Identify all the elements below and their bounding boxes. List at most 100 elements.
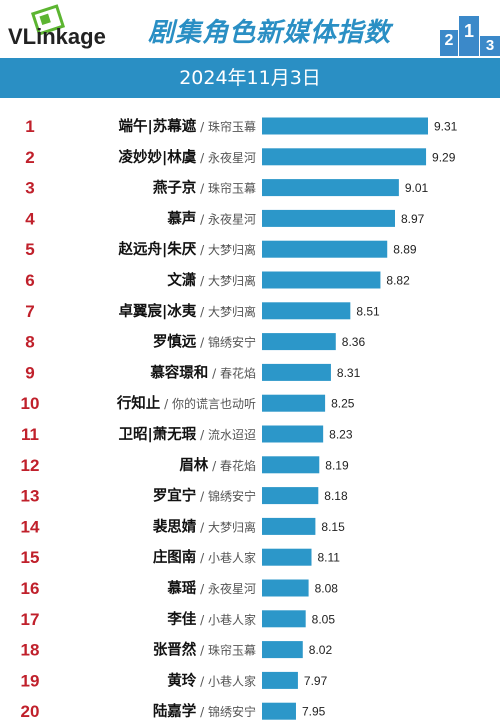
role-name: 赵远舟|朱厌 [118,240,197,258]
rank-label: 18 [21,641,40,660]
value-label: 7.97 [304,674,328,688]
role-name: 凌妙妙|林虞 [119,148,197,166]
bar [262,425,324,443]
bar [262,610,306,628]
rank-label: 9 [25,363,34,382]
rank-label: 11 [21,425,39,444]
role-label: 张晋然 / 珠帘玉幕 [153,641,256,659]
show-name: / 你的谎言也动听 [160,396,256,411]
show-name: / 永夜星河 [196,581,256,596]
rank-label: 1 [25,117,34,136]
role-label: 慕声 / 永夜星河 [167,209,256,227]
role-label: 罗慎远 / 锦绣安宁 [153,333,256,351]
show-name: / 锦绣安宁 [196,335,256,350]
role-label: 庄图南 / 小巷人家 [153,548,256,566]
show-name: / 春花焰 [208,365,256,380]
bar [262,271,381,289]
role-name: 端午|苏幕遮 [119,117,197,135]
rank-label: 4 [25,209,35,228]
bar [262,394,326,412]
bar [262,548,312,566]
header: VLinkage 剧集角色新媒体指数 2 1 3 [0,0,500,60]
value-label: 8.18 [324,489,348,503]
role-name: 燕子京 [153,179,197,197]
rank-label: 3 [25,179,34,198]
value-label: 8.11 [318,551,341,565]
role-label: 眉林 / 春花焰 [179,456,256,474]
bar [262,363,331,381]
rank-label: 13 [21,487,40,506]
logo: VLinkage [8,4,118,49]
role-label: 凌妙妙|林虞 / 永夜星河 [119,148,256,166]
bar [262,240,388,258]
show-name: / 大梦归离 [196,304,256,319]
bar [262,579,309,597]
show-name: / 流水迢迢 [196,428,256,442]
rank-label: 17 [21,610,40,629]
podium-second: 2 [440,30,458,56]
bar [262,641,303,659]
value-label: 7.95 [302,705,326,719]
rank-label: 20 [21,702,40,720]
show-name: / 珠帘玉幕 [196,643,256,658]
bar [262,333,336,351]
logo-text: VLinkage [8,24,106,49]
role-label: 黄玲 / 小巷人家 [167,671,256,689]
show-name: / 大梦归离 [196,273,256,288]
role-label: 端午|苏幕遮 / 珠帘玉幕 [119,117,256,135]
role-label: 慕瑶 / 永夜星河 [167,579,256,597]
role-name: 裴思婧 [152,517,197,535]
role-name: 李佳 [166,610,196,628]
bar [262,702,296,720]
bar [262,302,351,320]
rank-label: 19 [21,671,40,690]
value-label: 8.97 [401,212,425,226]
value-label: 8.31 [337,366,361,380]
role-label: 陆嘉学 / 锦绣安宁 [153,702,256,720]
role-label: 燕子京 / 珠帘玉幕 [153,179,256,197]
bar [262,209,395,227]
show-name: / 大梦归离 [196,242,256,257]
bar [262,148,427,166]
rank-label: 2 [25,148,34,167]
role-name: 眉林 [179,456,208,474]
bar [262,117,428,135]
role-label: 慕容璟和 / 春花焰 [150,363,256,381]
ranking-chart: 1 端午|苏幕遮 / 珠帘玉幕 9.31 2 凌妙妙|林虞 / 永夜星河 9.29 3 燕子京… [21,117,458,720]
rank-label: 14 [21,517,40,536]
podium-icon: 2 1 3 [440,6,500,56]
role-name: 庄图南 [153,548,197,566]
role-label: 文潇 / 大梦归离 [167,271,256,289]
value-label: 8.08 [315,582,339,596]
value-label: 8.15 [321,520,345,534]
value-label: 8.05 [312,612,336,626]
bar [262,671,298,689]
role-label: 行知止 / 你的谎言也动听 [116,394,256,412]
role-name: 罗慎远 [153,333,197,351]
rank-label: 7 [25,302,34,321]
bar [262,487,319,505]
rank-label: 5 [25,240,34,259]
rank-label: 12 [21,456,40,475]
show-name: / 小巷人家 [196,673,256,688]
role-name: 文潇 [167,271,196,289]
value-label: 8.89 [393,243,417,257]
show-name: / 珠帘玉幕 [196,119,256,134]
show-name: / 春花焰 [208,458,256,473]
podium-first: 1 [459,16,479,56]
show-name: / 小巷人家 [196,550,256,565]
value-label: 8.02 [309,643,333,657]
role-label: 卓翼宸|冰夷 / 大梦归离 [119,302,256,320]
value-label: 9.29 [432,150,456,164]
value-label: 8.36 [342,335,366,349]
role-name: 张晋然 [153,641,197,659]
role-label: 卫昭|萧无瑕 / 流水迢迢 [119,425,256,443]
show-name: / 锦绣安宁 [196,704,256,719]
role-name: 慕声 [167,209,196,227]
show-name: / 珠帘玉幕 [196,181,256,196]
role-label: 罗宜宁 / 锦绣安宁 [153,487,256,505]
role-name: 卫昭|萧无瑕 [119,425,197,443]
rank-label: 6 [25,271,34,290]
role-name: 慕瑶 [167,579,196,597]
bar [262,517,316,535]
